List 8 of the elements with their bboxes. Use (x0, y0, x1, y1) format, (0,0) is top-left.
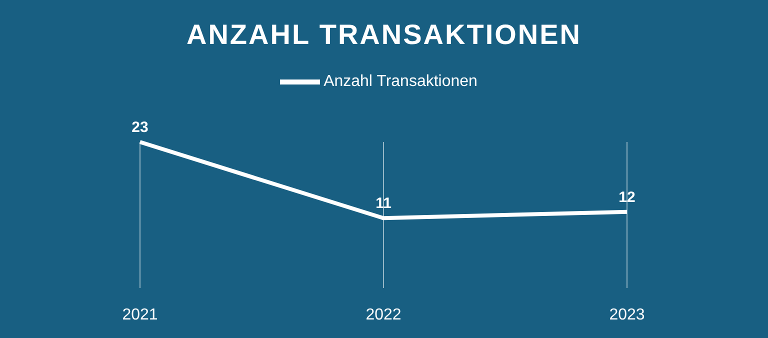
x-tick-label: 2022 (366, 306, 402, 324)
x-tick-label: 2021 (122, 306, 158, 324)
chart-title: ANZAHL TRANSAKTIONEN (185, 18, 583, 52)
data-label: 11 (376, 195, 392, 212)
data-label: 12 (618, 188, 636, 206)
legend-label: Anzahl Transaktionen (324, 73, 478, 90)
data-label: 23 (132, 119, 148, 136)
x-tick-label: 2023 (609, 306, 645, 324)
